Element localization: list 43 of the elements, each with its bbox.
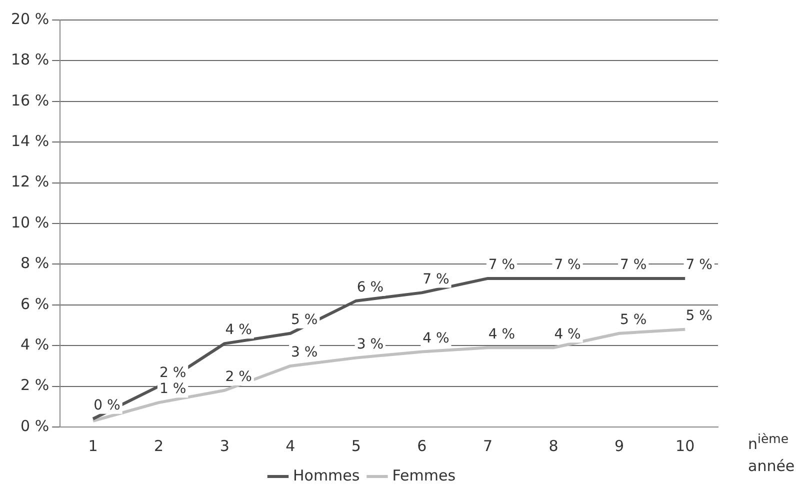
data-label: 4 % [422,330,450,346]
data-label: 7 % [554,257,581,274]
y-tick-label: 8 % [20,254,50,272]
x-tick-label: 5 [351,436,361,455]
x-tick-label: 8 [548,436,558,455]
legend-label: Femmes [392,466,456,484]
x-tick-label: 7 [482,436,493,455]
data-label: 1 % [159,381,186,398]
data-label: 5 % [686,308,712,324]
y-tick-label: 10 % [11,213,50,232]
data-label: 4 % [488,326,516,342]
data-label: 5 % [620,312,647,328]
x-tick-label: 4 [286,436,296,455]
data-label: 4 % [554,326,581,342]
data-label: 2 % [225,369,252,386]
data-label: 7 % [686,257,712,274]
x-tick-label: 6 [417,436,427,455]
data-label: 0 % [94,398,120,414]
y-tick-label: 2 % [20,376,50,394]
x-tick-label: 3 [220,436,230,455]
x-tick-label: 9 [614,436,624,455]
data-label: 3 % [291,344,318,361]
data-label: 7 % [422,271,450,288]
legend-label: Hommes [292,466,360,484]
y-tick-label: 0 % [20,416,50,435]
y-tick-label: 18 % [11,50,50,69]
y-tick-label: 4 % [20,335,50,354]
data-label: 6 % [356,279,384,296]
x-axis-title: n$^{ième}$ année [748,430,796,477]
data-label: 7 % [620,257,647,274]
data-label: 3 % [356,336,384,352]
x-tick-label: 10 [676,436,695,455]
x-tick-label: 1 [88,436,98,455]
y-tick-label: 6 % [20,294,50,313]
data-label: 2 % [159,364,186,381]
y-tick-label: 12 % [11,172,50,191]
y-tick-label: 20 % [11,10,50,28]
y-tick-label: 14 % [11,132,50,150]
data-label: 5 % [291,312,318,328]
x-tick-label: 2 [154,436,164,455]
y-tick-label: 16 % [11,91,50,110]
data-label: 7 % [488,257,516,274]
data-label: 4 % [225,322,252,338]
